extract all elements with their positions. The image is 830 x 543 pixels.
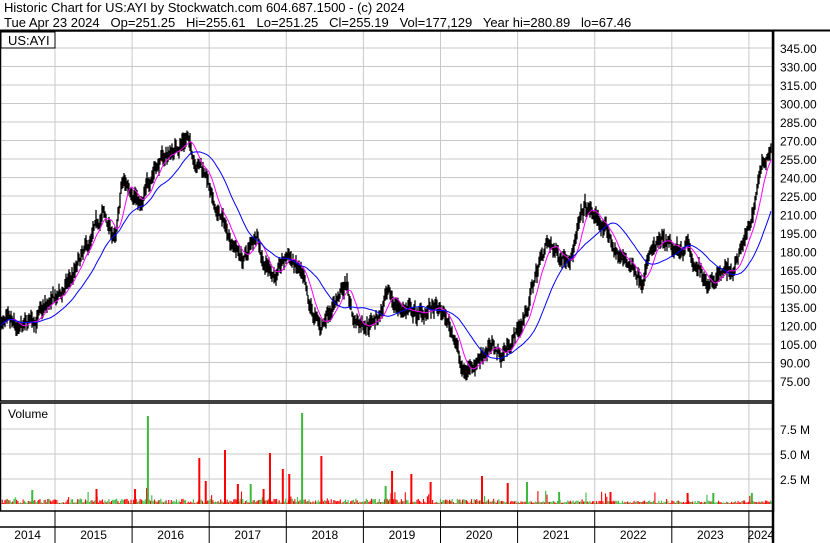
chart-title: Historic Chart for US:AYI by Stockwatch.… [4, 0, 405, 15]
year-label: 2019 [389, 528, 416, 542]
year-label: 2014 [14, 528, 41, 542]
price-tick-label: 225.00 [780, 190, 817, 204]
price-tick-label: 240.00 [780, 171, 817, 185]
price-tick-label: 315.00 [780, 79, 817, 93]
symbol-label-box [0, 31, 56, 49]
price-tick-label: 135.00 [780, 301, 817, 315]
year-label: 2015 [80, 528, 107, 542]
price-tick-label: 120.00 [780, 319, 817, 333]
price-tick-label: 180.00 [780, 245, 817, 259]
long-moving-average-line [0, 151, 772, 360]
volume-tick-label: 2.5 M [780, 473, 810, 487]
year-label: 2020 [466, 528, 493, 542]
year-label: 2017 [234, 528, 261, 542]
year-label: 2018 [311, 528, 338, 542]
volume-tick-label: 7.5 M [780, 423, 810, 437]
price-tick-label: 330.00 [780, 60, 817, 74]
price-tick-label: 285.00 [780, 116, 817, 130]
price-tick-label: 210.00 [780, 208, 817, 222]
short-moving-average-line [0, 141, 772, 370]
price-tick-label: 255.00 [780, 153, 817, 167]
year-label: 2021 [543, 528, 570, 542]
volume-panel-frame [0, 402, 775, 512]
price-tick-label: 270.00 [780, 134, 817, 148]
price-tick-label: 165.00 [780, 264, 817, 278]
price-panel-frame [0, 30, 775, 402]
year-label: 2024 [747, 528, 774, 542]
year-label: 2023 [697, 528, 724, 542]
year-label: 2022 [620, 528, 647, 542]
price-tick-label: 300.00 [780, 97, 817, 111]
year-label: 2016 [157, 528, 184, 542]
price-tick-label: 75.00 [780, 375, 810, 389]
price-tick-label: 195.00 [780, 227, 817, 241]
price-tick-label: 90.00 [780, 356, 810, 370]
price-tick-label: 105.00 [780, 338, 817, 352]
volume-tick-label: 5.0 M [780, 448, 810, 462]
price-tick-label: 150.00 [780, 282, 817, 296]
volume-label: Volume [8, 407, 48, 421]
price-tick-label: 345.00 [780, 42, 817, 56]
symbol-label: US:AYI [8, 33, 50, 48]
quote-summary: Tue Apr 23 2024 Op=251.25 Hi=255.61 Lo=2… [4, 15, 632, 30]
